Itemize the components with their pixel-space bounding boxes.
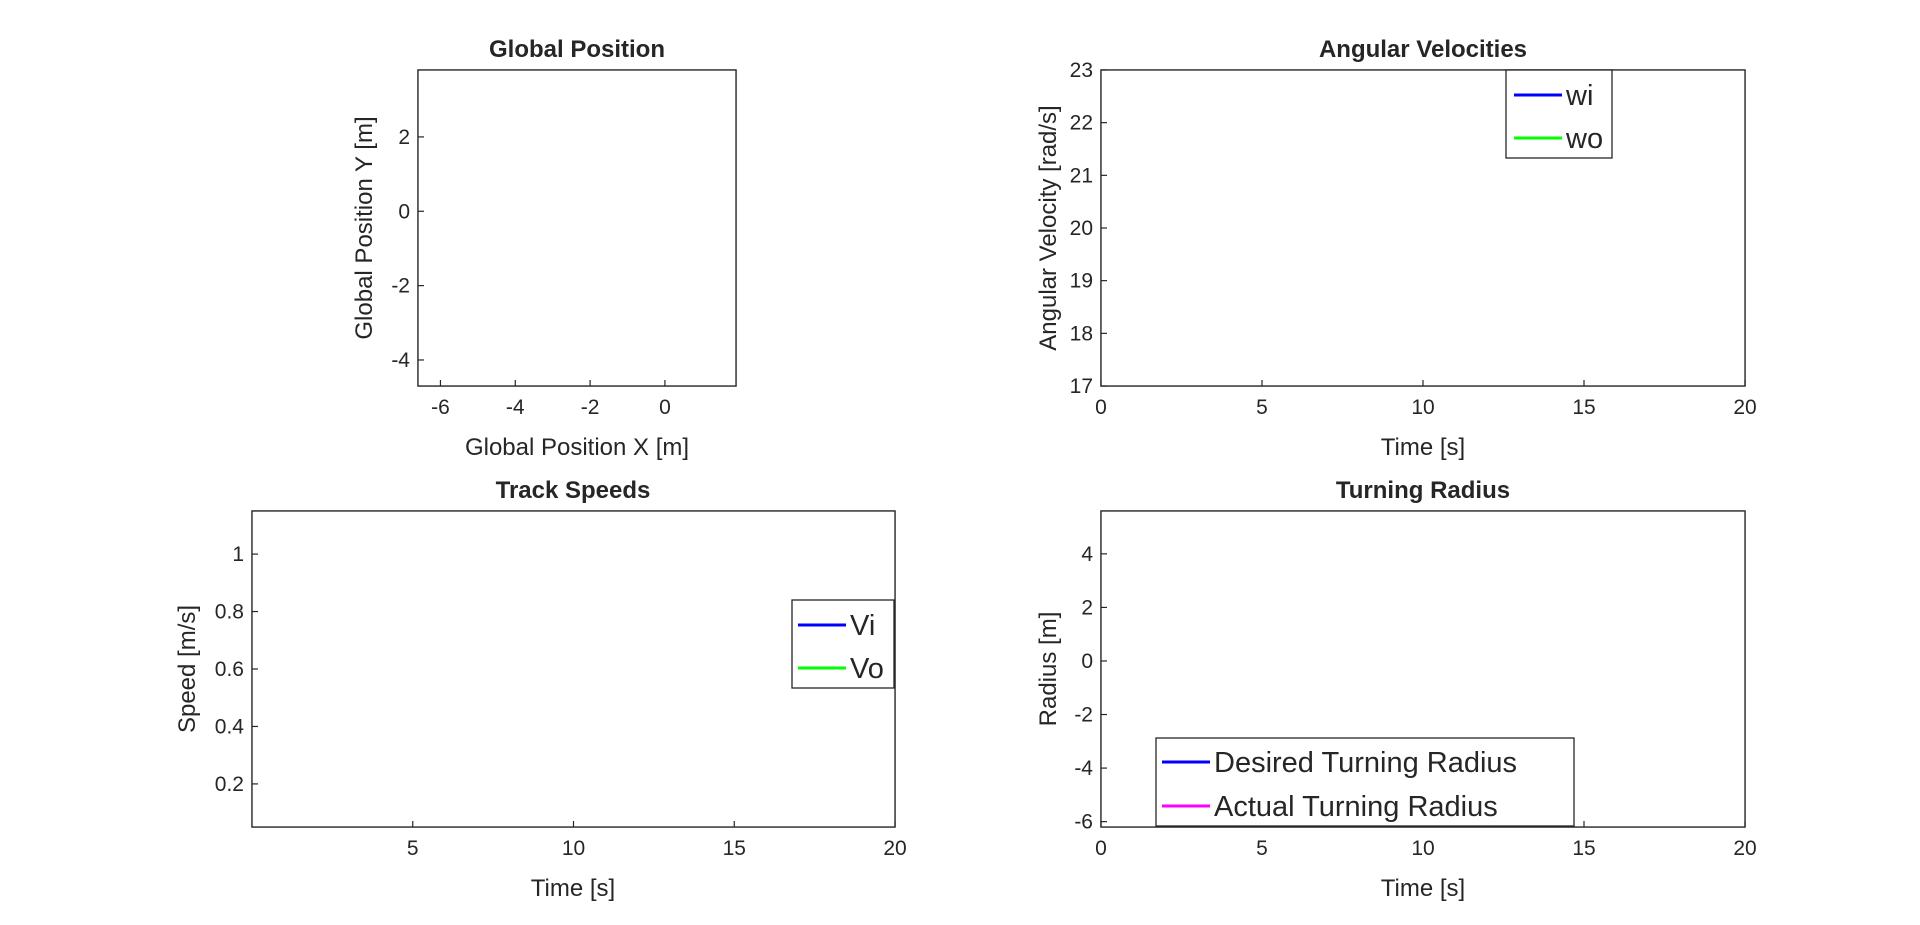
legend: Vi Vo (791, 599, 895, 689)
x-tick-label: 5 (407, 837, 419, 860)
plot-border (1100, 69, 1746, 387)
y-tick-label: 20 (1070, 217, 1093, 240)
legend-label-vi: Vi (850, 610, 875, 642)
plot-title: Track Speeds (496, 477, 651, 504)
global-position-plot: -6 -4 -2 0 -4 -2 0 2 Global Position Global Pos… (351, 36, 737, 461)
tick-labels: -6 -4 -2 0 -4 -2 0 2 (391, 126, 670, 419)
x-axis-label: Time [s] (1381, 875, 1465, 902)
x-tick-label: 0 (1095, 396, 1107, 419)
y-axis-label: Global Position Y [m] (351, 116, 378, 339)
x-tick-label: 5 (1256, 396, 1268, 419)
x-axis-label: Global Position X [m] (465, 434, 689, 461)
x-axis-label: Time [s] (531, 875, 615, 902)
x-tick-label: 20 (1733, 837, 1756, 860)
x-tick-label: 10 (1411, 837, 1434, 860)
legend-label-wo: wo (1565, 123, 1603, 155)
x-tick-label: 0 (1095, 837, 1107, 860)
y-tick-label: -4 (1074, 757, 1093, 780)
y-tick-label: 0.4 (215, 715, 245, 738)
turning-radius-plot: 0 5 10 15 20 -6 -4 -2 0 2 4 Turning Radius Time [s… (1035, 477, 1757, 902)
y-axis-label: Radius [m] (1035, 612, 1062, 727)
y-tick-label: 21 (1070, 164, 1093, 187)
y-axis-label: Speed [m/s] (174, 605, 201, 733)
x-tick-label: 10 (1411, 396, 1434, 419)
legend-box (791, 599, 895, 689)
legend: wi wo (1505, 69, 1613, 159)
x-tick-label: -2 (581, 396, 600, 419)
x-tick-label: 15 (1572, 396, 1595, 419)
y-axis-label: Angular Velocity [rad/s] (1035, 105, 1062, 350)
y-tick-label: 4 (1081, 543, 1093, 566)
y-tick-label: 19 (1070, 270, 1093, 293)
y-tick-label: 22 (1070, 112, 1093, 135)
legend: Desired Turning Radius Actual Turning Ra… (1155, 737, 1575, 827)
x-tick-label: 10 (562, 837, 585, 860)
tick-labels: 0 5 10 15 20 -6 -4 -2 0 2 4 (1074, 543, 1756, 860)
x-tick-label: 20 (883, 837, 906, 860)
legend-label-vo: Vo (850, 653, 884, 685)
plot-title: Global Position (489, 36, 665, 63)
tick-labels: 0 5 10 15 20 17 18 19 20 21 22 23 (1070, 59, 1757, 419)
x-tick-label: 5 (1256, 837, 1268, 860)
y-tick-label: 18 (1070, 322, 1093, 345)
legend-box (1155, 737, 1575, 827)
x-tick-label: 20 (1733, 396, 1756, 419)
plot-border (417, 69, 737, 387)
legend-label-actual: Actual Turning Radius (1214, 791, 1498, 823)
legend-box (1505, 69, 1613, 159)
legend-label-wi: wi (1565, 80, 1593, 112)
plot-title: Angular Velocities (1319, 36, 1527, 63)
y-tick-label: 23 (1070, 59, 1093, 82)
y-tick-label: 0 (1081, 650, 1093, 673)
x-tick-label: 15 (1572, 837, 1595, 860)
y-tick-label: -2 (1074, 704, 1093, 727)
y-tick-label: -6 (1074, 811, 1093, 834)
x-tick-label: -6 (431, 396, 450, 419)
plot-title: Turning Radius (1336, 477, 1510, 504)
y-tick-label: 2 (1081, 596, 1093, 619)
y-tick-label: -4 (391, 349, 410, 372)
x-tick-label: 0 (659, 396, 671, 419)
track-speeds-plot: 5 10 15 20 0.2 0.4 0.6 0.8 1 Track Speeds Time [… (174, 477, 907, 902)
tick-labels: 5 10 15 20 0.2 0.4 0.6 0.8 1 (215, 543, 907, 860)
y-tick-label: 2 (398, 126, 410, 149)
y-tick-label: 1 (232, 543, 244, 566)
data-lines (1100, 69, 1746, 387)
y-tick-label: 17 (1070, 375, 1093, 398)
y-tick-label: 0 (398, 200, 410, 223)
y-tick-label: 0.8 (215, 601, 244, 624)
y-tick-label: -2 (391, 275, 410, 298)
x-tick-label: 15 (723, 837, 746, 860)
y-tick-label: 0.6 (215, 658, 244, 681)
data-lines (417, 69, 737, 387)
x-tick-label: -4 (506, 396, 525, 419)
legend-label-desired: Desired Turning Radius (1214, 747, 1517, 779)
angular-velocities-plot: 0 5 10 15 20 17 18 19 20 21 22 23 Angular Velocitie… (1035, 36, 1757, 461)
y-tick-label: 0.2 (215, 773, 244, 796)
x-axis-label: Time [s] (1381, 434, 1465, 461)
